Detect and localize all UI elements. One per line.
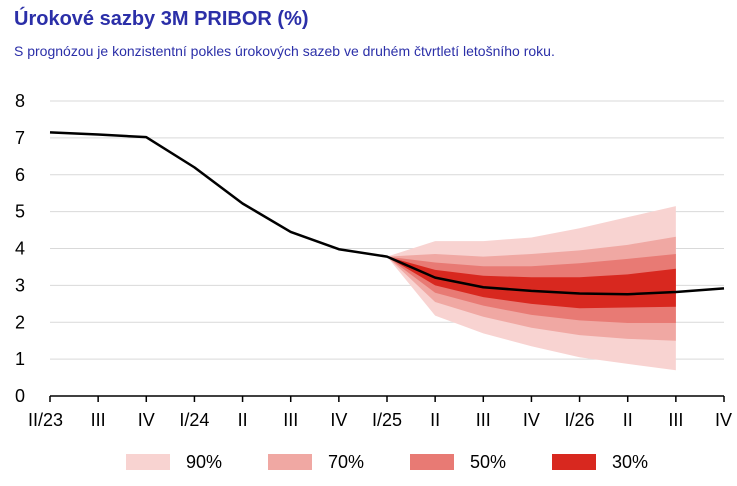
x-tick-label: III — [668, 410, 683, 430]
y-tick-label: 3 — [15, 275, 25, 295]
y-tick-label: 2 — [15, 312, 25, 332]
legend-swatch — [126, 454, 170, 470]
chart-title: Úrokové sazby 3M PRIBOR (%) — [14, 8, 309, 30]
y-tick-label: 5 — [15, 202, 25, 222]
y-tick-label: 8 — [15, 91, 25, 111]
x-tick-label: III — [283, 410, 298, 430]
legend-swatch — [552, 454, 596, 470]
x-tick-label: IV — [330, 410, 347, 430]
y-tick-label: 1 — [15, 349, 25, 369]
legend-swatch — [268, 454, 312, 470]
series-line — [49, 131, 725, 296]
chart-subtitle: S prognózou je konzistentní pokles úroko… — [14, 43, 555, 59]
legend-item: 90% — [126, 447, 222, 477]
legend-label: 70% — [328, 451, 365, 472]
legend-label: 30% — [612, 451, 649, 472]
x-tick-label: IV — [138, 410, 155, 430]
x-tick-label: IV — [715, 410, 732, 430]
legend-item: 70% — [268, 447, 364, 477]
x-tick-label: III — [476, 410, 491, 430]
fan-band-30 — [387, 256, 676, 309]
y-tick-label: 0 — [15, 386, 25, 406]
y-tick-label: 6 — [15, 165, 25, 185]
legend: 90% 70% 50% 30% — [0, 447, 737, 477]
y-tick-label: 4 — [15, 239, 25, 259]
x-tick-label: II — [623, 410, 633, 430]
legend-label: 50% — [470, 451, 507, 472]
x-tick-label: I/24 — [179, 410, 209, 430]
x-tick-label: III — [91, 410, 106, 430]
legend-label: 90% — [186, 451, 223, 472]
x-tick-label: I/26 — [565, 410, 595, 430]
legend-item: 50% — [410, 447, 506, 477]
x-tick-label: II — [430, 410, 440, 430]
y-tick-label: 7 — [15, 128, 25, 148]
x-tick-label: I/25 — [372, 410, 402, 430]
x-tick-label: II/23 — [28, 410, 63, 430]
x-tick-label: II — [238, 410, 248, 430]
x-tick-label: IV — [523, 410, 540, 430]
legend-swatch — [410, 454, 454, 470]
legend-item: 30% — [552, 447, 648, 477]
